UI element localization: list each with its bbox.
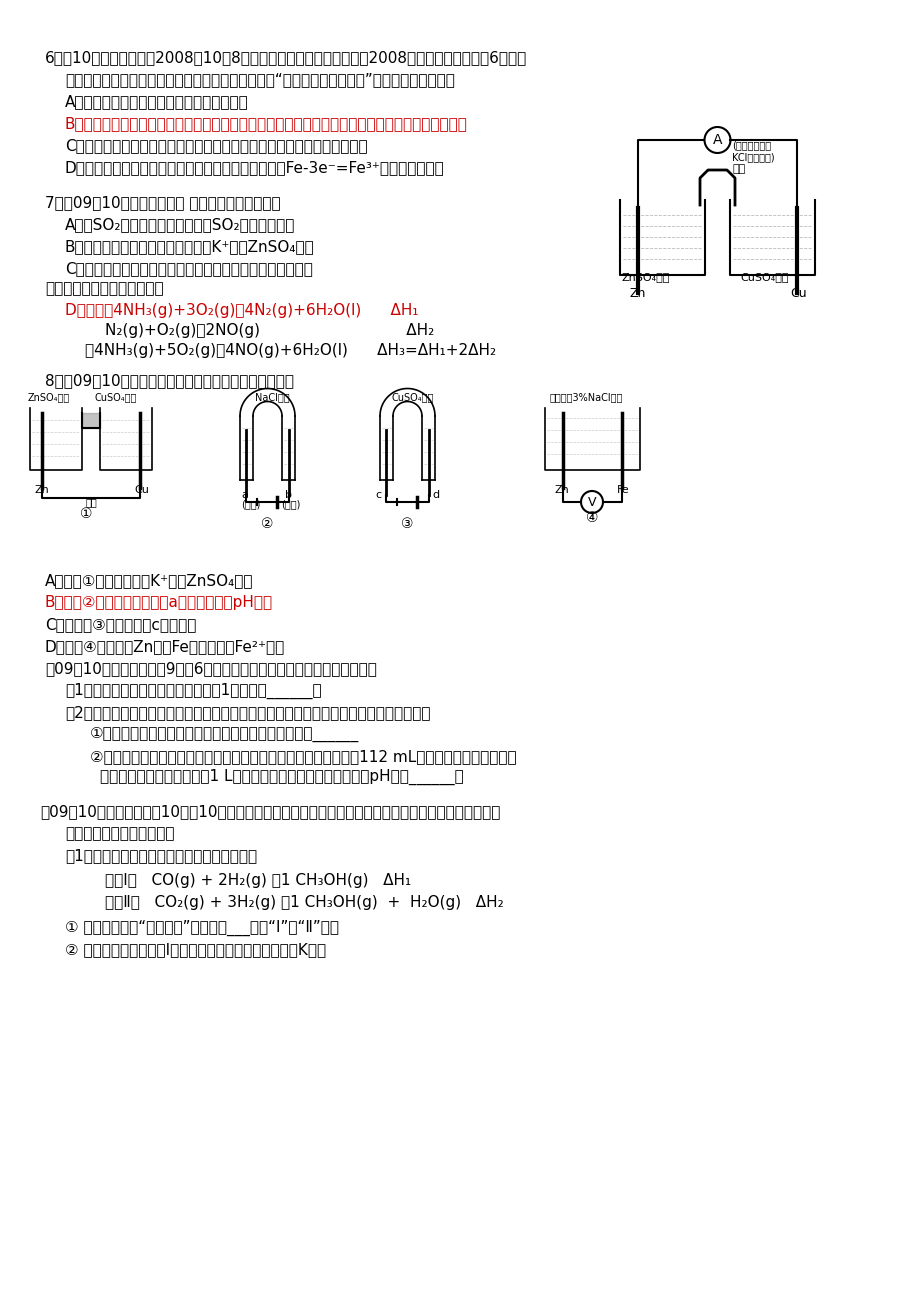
Text: ZnSO₄溶液: ZnSO₄溶液 bbox=[28, 392, 70, 402]
Text: B．将水库中的水闸（锤板）与外加直流电源的负极相连，正极连接到一块废铁上可防止水闸被腐蚀: B．将水库中的水闸（锤板）与外加直流电源的负极相连，正极连接到一块废铁上可防止水… bbox=[65, 116, 468, 132]
Text: NaCl溶液: NaCl溶液 bbox=[255, 392, 289, 402]
Text: D．已知：4NH₃(g)+3O₂(g)✅4N₂(g)+6H₂O(l)      ΔH₁: D．已知：4NH₃(g)+3O₂(g)✅4N₂(g)+6H₂O(l) ΔH₁ bbox=[65, 303, 418, 318]
Text: Fe: Fe bbox=[617, 486, 629, 495]
Text: c: c bbox=[375, 490, 380, 500]
Text: A: A bbox=[712, 133, 721, 147]
Text: （1）工业上一般采用下列两种反应合成甲醇：: （1）工业上一般采用下列两种反应合成甲醇： bbox=[65, 848, 256, 863]
Text: (石墨): (石墨) bbox=[280, 499, 300, 509]
Circle shape bbox=[581, 491, 602, 513]
Text: 盐桥: 盐桥 bbox=[732, 164, 745, 174]
Text: a: a bbox=[241, 490, 247, 500]
Text: (石墨): (石墨) bbox=[241, 499, 260, 509]
Text: 有广泛的开发和应用前景。: 有广泛的开发和应用前景。 bbox=[65, 825, 175, 841]
Text: 他凭借一个金属易受硫氯酸盐腐蚀的调查项目，荣获“美国西屋科学天才奖”。下列叙述正确的是: 他凭借一个金属易受硫氯酸盐腐蚀的调查项目，荣获“美国西屋科学天才奖”。下列叙述正… bbox=[65, 72, 454, 87]
Text: ②: ② bbox=[260, 517, 273, 531]
Text: 反应Ⅱ：   CO₂(g) + 3H₂(g) ✅1 CH₃OH(g)  +  H₂O(g)   ΔH₂: 反应Ⅱ： CO₂(g) + 3H₂(g) ✅1 CH₃OH(g) + H₂O(g… bbox=[105, 894, 504, 910]
Text: A．装置①中，盐桥中的K⁺移向ZnSO₄溶液: A．装置①中，盐桥中的K⁺移向ZnSO₄溶液 bbox=[45, 573, 254, 589]
Text: N₂(g)+O₂(g)✅2NO(g)                              ΔH₂: N₂(g)+O₂(g)✅2NO(g) ΔH₂ bbox=[105, 323, 434, 339]
Text: ②常温下，用石墨电极电解饱和食盐水，当阴极产生的气体体积为112 mL（已折算为标准状况）时: ②常温下，用石墨电极电解饱和食盐水，当阴极产生的气体体积为112 mL（已折算为… bbox=[90, 749, 516, 764]
Text: ①用石墨电极电解饱和食盐水时，阳极的电极反应式是______: ①用石墨电极电解饱和食盐水时，阳极的电极反应式是______ bbox=[90, 727, 358, 742]
Text: B．构成如图所示装置时，盐桥中的K⁺移向ZnSO₄溶液: B．构成如图所示装置时，盐桥中的K⁺移向ZnSO₄溶液 bbox=[65, 240, 314, 254]
Text: Zn: Zn bbox=[35, 486, 50, 495]
Text: ①: ① bbox=[80, 506, 92, 521]
Text: ③: ③ bbox=[401, 517, 413, 531]
Text: ZnSO₄溶液: ZnSO₄溶液 bbox=[621, 272, 670, 283]
Text: V: V bbox=[587, 496, 596, 509]
Text: 盐桥: 盐桥 bbox=[85, 497, 96, 506]
Text: （1）海水淡化的主要方法有（只写出1种即可）______。: （1）海水淡化的主要方法有（只写出1种即可）______。 bbox=[65, 684, 322, 699]
Text: ④: ④ bbox=[585, 510, 597, 525]
Text: C．合金的熳点都高于它的成分金属，合金的耐腐蚀性也都比其成分金属强: C．合金的熳点都高于它的成分金属，合金的耐腐蚀性也都比其成分金属强 bbox=[65, 138, 368, 154]
Text: CuSO₄溶液: CuSO₄溶液 bbox=[739, 272, 788, 283]
Text: Zn: Zn bbox=[630, 286, 646, 299]
Text: Cu: Cu bbox=[789, 286, 806, 299]
Text: D．装置④中电子由Zn流向Fe，装置中有Fe²⁺生成: D．装置④中电子由Zn流向Fe，装置中有Fe²⁺生成 bbox=[45, 639, 285, 654]
Text: （2）海水中丰富的氯化钓是重要的化工原料，如电解饱和食盐水可以制备多种化工产品。: （2）海水中丰富的氯化钓是重要的化工原料，如电解饱和食盐水可以制备多种化工产品。 bbox=[65, 704, 430, 720]
Text: (内装有红藻的
KCl饱和溶液): (内装有红藻的 KCl饱和溶液) bbox=[732, 141, 775, 161]
Text: A．把SO₂通入品红试液，可验诎SO₂水溶液的酸性: A．把SO₂通入品红试液，可验诎SO₂水溶液的酸性 bbox=[65, 217, 295, 232]
Text: CuSO₄溶液: CuSO₄溶液 bbox=[95, 392, 137, 402]
Text: B．装置②工作一段时间后，a极附近溶液的pH增大: B．装置②工作一段时间后，a极附近溶液的pH增大 bbox=[45, 595, 273, 611]
Text: d: d bbox=[432, 490, 438, 500]
Text: D．镀板上的铁钓钉处在潮湿的空气中直接发生反应：Fe-3e⁻=Fe³⁺，继而形成铁锈: D．镀板上的铁钓钉处在潮湿的空气中直接发生反应：Fe-3e⁻=Fe³⁺，继而形成… bbox=[65, 160, 444, 174]
Text: C．配制一定物质的量浓度的溶液，定容时俧视容量瓶的刻度: C．配制一定物质的量浓度的溶液，定容时俧视容量瓶的刻度 bbox=[65, 260, 312, 276]
Text: 7．）09－10崇文高三期末） 下列表述中，合理的是: 7．）09－10崇文高三期末） 下列表述中，合理的是 bbox=[45, 195, 280, 210]
Text: 8．）09－10丰台高三期末）关于下列装置说法正确的是: 8．）09－10丰台高三期末）关于下列装置说法正确的是 bbox=[45, 372, 294, 388]
Text: 线，会使所配溶液的浓度偏低: 线，会使所配溶液的浓度偏低 bbox=[45, 281, 164, 296]
Text: ）09－10宜武高三期末）10．（10分）能源短缺是人类社会面临的重大问题。甲醇是一种可再生能源，具: ）09－10宜武高三期末）10．（10分）能源短缺是人类社会面临的重大问题。甲醇… bbox=[40, 805, 500, 819]
Text: ）09－10西城高三期末）9．（6分）海水资源的利用具有非常广阔的前景。: ）09－10西城高三期末）9．（6分）海水资源的利用具有非常广阔的前景。 bbox=[45, 661, 377, 676]
Text: 6．（10崇文高三期末）2008年10月8日，美籍华裔科学家錢永健获得2008年度诺贝尔化学奖、6岁时，: 6．（10崇文高三期末）2008年10月8日，美籍华裔科学家錢永健获得2008年… bbox=[45, 49, 527, 65]
Text: 经酸化的3%NaCl溶液: 经酸化的3%NaCl溶液 bbox=[550, 392, 623, 402]
Text: CuSO₄容液: CuSO₄容液 bbox=[391, 392, 434, 402]
Text: ① 上述反应符合“原子经济”原则的是___（填“Ⅰ”或“Ⅱ”）。: ① 上述反应符合“原子经济”原则的是___（填“Ⅰ”或“Ⅱ”）。 bbox=[65, 921, 338, 936]
Text: b: b bbox=[285, 490, 291, 500]
Text: 劙4NH₃(g)+5O₂(g)✅4NO(g)+6H₂O(l)      ΔH₃=ΔH₁+2ΔH₂: 劙4NH₃(g)+5O₂(g)✅4NO(g)+6H₂O(l) ΔH₃=ΔH₁+2… bbox=[85, 342, 495, 358]
Text: 反应Ⅰ：   CO(g) + 2H₂(g) ✅1 CH₃OH(g)   ΔH₁: 反应Ⅰ： CO(g) + 2H₂(g) ✅1 CH₃OH(g) ΔH₁ bbox=[105, 874, 411, 888]
Text: C．用装置③精炼镀时，c极为粗镀: C．用装置③精炼镀时，c极为粗镀 bbox=[45, 617, 196, 631]
Text: ② 下表所列数据是反应Ⅰ在不同温度下的化学平衡常数（K）。: ② 下表所列数据是反应Ⅰ在不同温度下的化学平衡常数（K）。 bbox=[65, 943, 325, 957]
Circle shape bbox=[704, 128, 730, 154]
Text: Cu: Cu bbox=[134, 486, 149, 495]
Text: Zn: Zn bbox=[554, 486, 569, 495]
Text: 停止电解，此时溶液体积为1 L，若忽略气体的溶解，最终溶液的pH约为______。: 停止电解，此时溶液体积为1 L，若忽略气体的溶解，最终溶液的pH约为______… bbox=[100, 769, 463, 785]
Text: A．金属腐蚀就是金属失去电子被还原的过程: A．金属腐蚀就是金属失去电子被还原的过程 bbox=[65, 94, 248, 109]
